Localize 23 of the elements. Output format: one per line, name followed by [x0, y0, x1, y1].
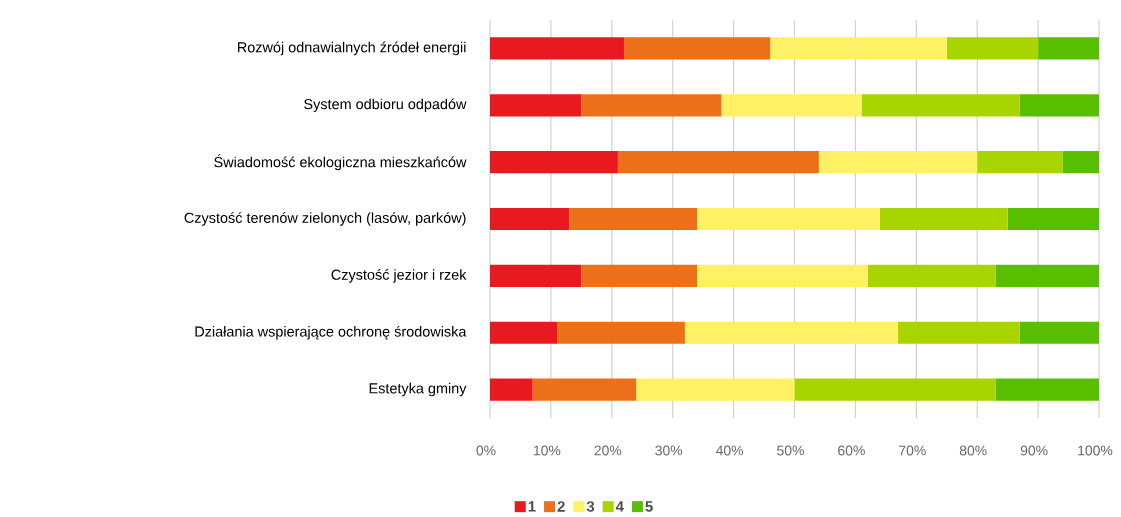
- x-tick-label: 80%: [959, 445, 987, 456]
- legend-label: 4: [615, 501, 624, 512]
- x-tick-label: 10%: [534, 445, 561, 456]
- x-tick-label: 70%: [899, 445, 926, 456]
- x-tick-label: 100%: [1078, 445, 1113, 456]
- legend-label: 5: [645, 501, 653, 512]
- y-tick-label: Rozwój odnawialnych źródeł energii: [238, 41, 466, 56]
- x-tick-label: 20%: [594, 445, 622, 456]
- x-tick-label: 50%: [777, 445, 804, 456]
- y-tick-label: Świadomość ekologiczna mieszkańców: [214, 154, 467, 171]
- x-tick-label: 60%: [838, 445, 865, 456]
- y-tick-label: Działania wspierające ochronę środowiska: [195, 325, 467, 340]
- legend-label: 1: [528, 501, 536, 512]
- y-tick-label: Czystość jezior i rzek: [331, 269, 467, 283]
- legend-label: 3: [586, 501, 595, 512]
- x-tick-label: 90%: [1020, 445, 1048, 456]
- y-tick-label: System odbioru odpadów: [304, 98, 467, 113]
- y-tick-label: Estetyka gminy: [369, 382, 467, 397]
- x-tick-label: 30%: [655, 445, 683, 456]
- legend-label: 2: [557, 501, 565, 512]
- x-tick-label: 40%: [715, 445, 744, 456]
- y-tick-label: Czystość terenów zielonych (lasów, parków): [184, 212, 466, 226]
- x-tick-label: 0%: [476, 445, 496, 456]
